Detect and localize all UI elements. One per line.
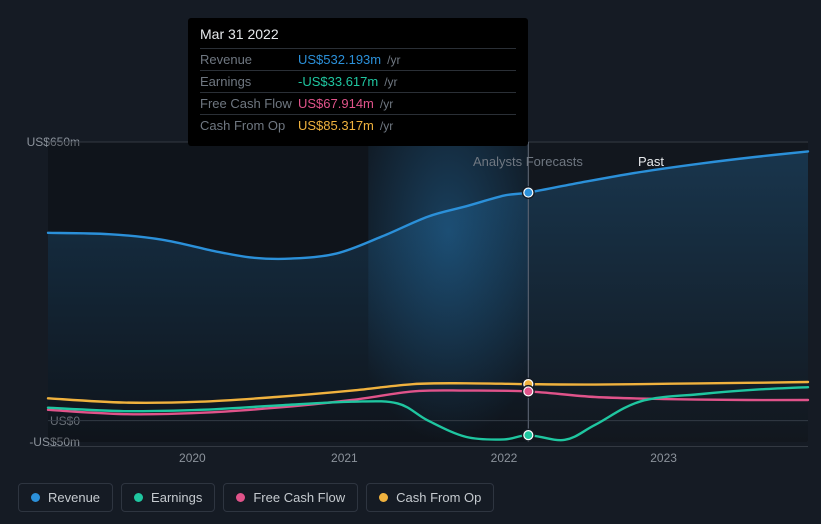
tooltip-metric-unit: /yr	[380, 119, 393, 133]
tooltip-row: Free Cash FlowUS$67.914m/yr	[200, 92, 516, 114]
tooltip-metric-value: US$67.914m	[298, 96, 374, 111]
legend-item[interactable]: Revenue	[18, 483, 113, 512]
tooltip-metric-label: Cash From Op	[200, 118, 298, 133]
region-label-past: Past	[638, 154, 664, 169]
tooltip-metric-label: Free Cash Flow	[200, 96, 298, 111]
tooltip-row: Earnings-US$33.617m/yr	[200, 70, 516, 92]
legend-label: Revenue	[48, 490, 100, 505]
legend-dot	[379, 493, 388, 502]
tooltip-row: RevenueUS$532.193m/yr	[200, 48, 516, 70]
tooltip-row: Cash From OpUS$85.317m/yr	[200, 114, 516, 136]
region-label-forecast: Analysts Forecasts	[473, 154, 583, 169]
tooltip-metric-unit: /yr	[380, 97, 393, 111]
legend-dot	[236, 493, 245, 502]
chart-plot-area[interactable]: Past Analysts Forecasts	[48, 142, 808, 442]
tooltip-metric-value: -US$33.617m	[298, 74, 378, 89]
tooltip-metric-value: US$532.193m	[298, 52, 381, 67]
legend-item[interactable]: Cash From Op	[366, 483, 494, 512]
legend-dot	[134, 493, 143, 502]
x-axis-label: 2021	[331, 451, 358, 465]
tooltip-metric-unit: /yr	[387, 53, 400, 67]
x-axis-label: 2023	[650, 451, 677, 465]
tooltip-metric-unit: /yr	[384, 75, 397, 89]
series-marker	[524, 431, 533, 440]
tooltip-metric-label: Revenue	[200, 52, 298, 67]
chart-x-axis: 2020 2021 2022 2023	[48, 446, 808, 466]
chart-legend: Revenue Earnings Free Cash Flow Cash From O…	[18, 483, 494, 512]
series-marker	[524, 188, 533, 197]
legend-item[interactable]: Earnings	[121, 483, 215, 512]
tooltip-metric-value: US$85.317m	[298, 118, 374, 133]
legend-item[interactable]: Free Cash Flow	[223, 483, 358, 512]
tooltip-metric-label: Earnings	[200, 74, 298, 89]
legend-dot	[31, 493, 40, 502]
legend-label: Cash From Op	[396, 490, 481, 505]
x-axis-label: 2020	[179, 451, 206, 465]
x-axis-label: 2022	[491, 451, 518, 465]
tooltip-date: Mar 31 2022	[200, 26, 516, 48]
chart-tooltip: Mar 31 2022 RevenueUS$532.193m/yrEarning…	[188, 18, 528, 146]
legend-label: Earnings	[151, 490, 202, 505]
financials-chart[interactable]: US$650mUS$0-US$50m Past Analysts Forecas…	[18, 126, 808, 496]
legend-label: Free Cash Flow	[253, 490, 345, 505]
series-marker	[524, 387, 533, 396]
